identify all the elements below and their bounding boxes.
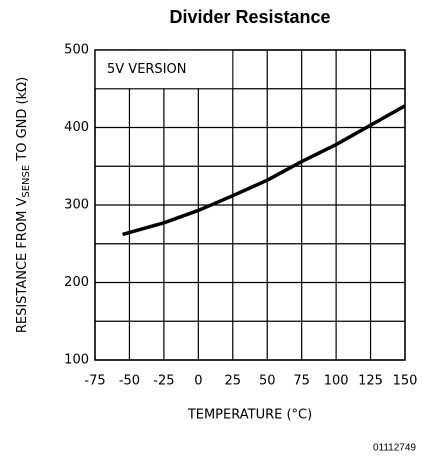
x-tick-label: 100 [324,374,349,389]
y-label-part: TO GND (kΩ) [15,77,30,165]
y-tick-label: 100 [64,353,89,368]
chart-title: Divider Resistance [169,7,330,27]
y-label-sub: SENSE [21,165,32,198]
figure-id: 01112749 [373,443,416,454]
plot-frame [94,49,406,361]
annotation: 5V VERSION [107,62,186,77]
x-tick-label: -50 [119,374,140,389]
x-tick-label: 150 [393,374,418,389]
y-tick-label: 300 [64,198,89,213]
y-tick-label: 400 [64,120,89,135]
y-tick-label: 200 [64,275,89,290]
annotation-box [95,50,233,89]
x-axis-label: TEMPERATURE (°C) [187,408,312,423]
y-tick-label: 500 [64,43,89,58]
x-tick-label: 75 [293,374,310,389]
y-axis-label: RESISTANCE FROM VSENSE TO GND (kΩ) [15,77,33,333]
x-tick-label: 25 [225,374,242,389]
x-tick-label: 125 [358,374,383,389]
y-label-part: RESISTANCE FROM V [15,198,30,334]
x-tick-label: -75 [84,374,105,389]
x-tick-label: 50 [259,374,276,389]
x-tick-label: 0 [194,374,202,389]
x-tick-label: -25 [153,374,174,389]
data-line [122,104,406,237]
